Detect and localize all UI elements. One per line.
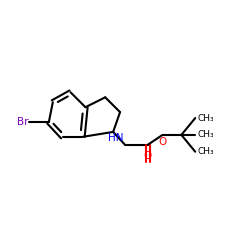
Text: CH₃: CH₃ [197, 130, 214, 140]
Text: CH₃: CH₃ [197, 114, 214, 122]
Text: HN: HN [108, 133, 123, 143]
Text: Br: Br [16, 117, 28, 127]
Text: O: O [158, 137, 167, 147]
Text: O: O [144, 150, 152, 160]
Text: CH₃: CH₃ [197, 147, 214, 156]
